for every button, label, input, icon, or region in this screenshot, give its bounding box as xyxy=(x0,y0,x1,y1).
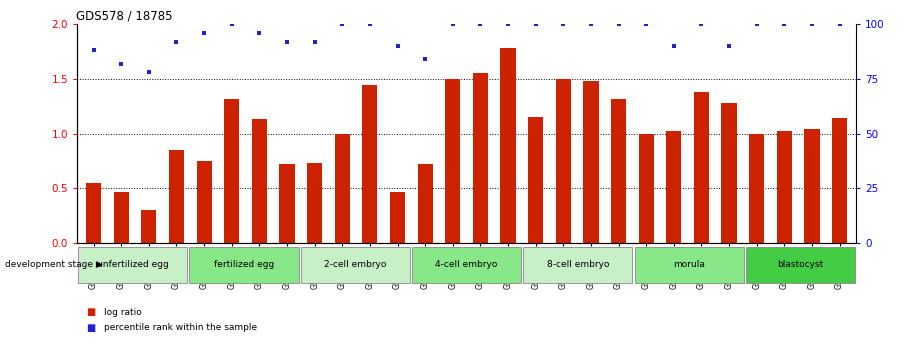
Bar xyxy=(721,103,737,243)
Bar xyxy=(776,131,792,243)
Bar xyxy=(418,164,433,243)
Text: blastocyst: blastocyst xyxy=(777,260,824,269)
Bar xyxy=(197,161,212,243)
Point xyxy=(335,21,350,27)
Bar xyxy=(252,119,267,243)
Point xyxy=(583,21,598,27)
Bar xyxy=(639,134,654,243)
Bar xyxy=(611,99,626,243)
Bar xyxy=(528,117,544,243)
Point xyxy=(805,21,819,27)
Point xyxy=(749,21,764,27)
Text: 2-cell embryo: 2-cell embryo xyxy=(324,260,387,269)
Bar xyxy=(301,247,410,283)
Text: ■: ■ xyxy=(86,307,95,317)
Bar xyxy=(473,73,488,243)
Bar xyxy=(412,247,521,283)
Bar xyxy=(500,48,516,243)
Bar xyxy=(362,86,378,243)
Point xyxy=(501,21,516,27)
Point xyxy=(694,21,708,27)
Bar xyxy=(694,92,709,243)
Point xyxy=(362,21,377,27)
Point xyxy=(197,30,211,36)
Point xyxy=(390,43,405,49)
Point xyxy=(639,21,653,27)
Text: morula: morula xyxy=(673,260,705,269)
Point xyxy=(528,21,543,27)
Point xyxy=(114,61,129,66)
Point xyxy=(446,21,460,27)
Bar xyxy=(141,210,157,243)
Point xyxy=(612,21,626,27)
Text: 4-cell embryo: 4-cell embryo xyxy=(436,260,497,269)
Point xyxy=(141,70,156,75)
Point xyxy=(556,21,571,27)
Point xyxy=(473,21,487,27)
Bar xyxy=(583,81,599,243)
Bar xyxy=(805,129,820,243)
Bar xyxy=(78,247,188,283)
Point xyxy=(777,21,792,27)
Text: log ratio: log ratio xyxy=(104,308,142,317)
Bar xyxy=(390,192,405,243)
Bar xyxy=(666,131,681,243)
Point xyxy=(252,30,266,36)
Bar xyxy=(334,134,350,243)
Bar xyxy=(169,150,184,243)
Bar xyxy=(86,183,101,243)
Text: fertilized egg: fertilized egg xyxy=(214,260,275,269)
Point xyxy=(667,43,681,49)
Bar xyxy=(307,163,323,243)
Point xyxy=(169,39,184,45)
Bar xyxy=(749,134,765,243)
Point xyxy=(722,43,737,49)
Text: ■: ■ xyxy=(86,323,95,333)
Bar xyxy=(224,99,239,243)
Bar xyxy=(746,247,855,283)
Point xyxy=(280,39,294,45)
Point xyxy=(418,57,432,62)
Point xyxy=(225,21,239,27)
Text: 8-cell embryo: 8-cell embryo xyxy=(546,260,609,269)
Bar xyxy=(445,79,460,243)
Point xyxy=(86,48,101,53)
Text: GDS578 / 18785: GDS578 / 18785 xyxy=(76,10,173,23)
Text: unfertilized egg: unfertilized egg xyxy=(97,260,169,269)
Bar xyxy=(189,247,298,283)
Bar xyxy=(555,79,571,243)
Bar xyxy=(279,164,294,243)
Text: development stage ▶: development stage ▶ xyxy=(5,260,102,269)
Bar xyxy=(113,192,129,243)
Bar xyxy=(524,247,632,283)
Text: percentile rank within the sample: percentile rank within the sample xyxy=(104,323,257,332)
Point xyxy=(307,39,322,45)
Bar xyxy=(635,247,744,283)
Point xyxy=(833,21,847,27)
Bar xyxy=(832,118,847,243)
